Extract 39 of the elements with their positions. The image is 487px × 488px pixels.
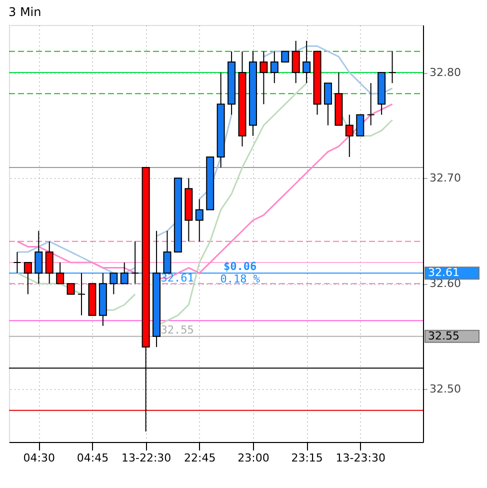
annotation: 0.18 % [220,272,260,286]
annotation: $0.06 [224,260,258,273]
x-tick-label: 23:15 [291,452,323,464]
candlestick [345,114,354,158]
y-tick-label: 32.80 [430,66,461,80]
y-tick-label: 32.70 [430,172,461,185]
candlestick [260,50,268,105]
candlestick [366,82,375,126]
candlestick [56,262,64,284]
chart-title: 3 Min [8,5,42,19]
candlestick [13,251,22,274]
ref-line-label: 32.61 [428,266,460,280]
candlestick [131,240,140,284]
x-tick-label: 04:30 [23,452,55,464]
x-tick-label: 13-22:30 [121,452,172,464]
candlestick [34,230,43,284]
x-tick-label: 13-23:30 [336,452,386,464]
candlestick [324,82,332,126]
candlestick [66,283,75,295]
candlestick [24,262,32,295]
candlestick [270,50,278,84]
candlestick [388,50,396,84]
x-tick-label: 23:00 [238,452,270,464]
x-tick-label: 22:45 [184,452,216,464]
candlestick [356,114,364,136]
candlestick [302,40,311,84]
candlestick [195,198,204,242]
y-tick-label: 32.50 [430,382,461,396]
annotation: 32.55 [160,323,194,336]
ref-line-label: 32.55 [428,329,460,342]
candlestick [292,40,300,84]
candlestick [120,262,128,284]
x-tick-label: 04:45 [76,452,109,464]
candlestick [281,50,290,62]
candlestick [163,230,172,274]
annotation: 32.61 [160,271,194,284]
candlestick [45,240,54,284]
candlestick [110,272,118,295]
candlestick [78,272,86,316]
